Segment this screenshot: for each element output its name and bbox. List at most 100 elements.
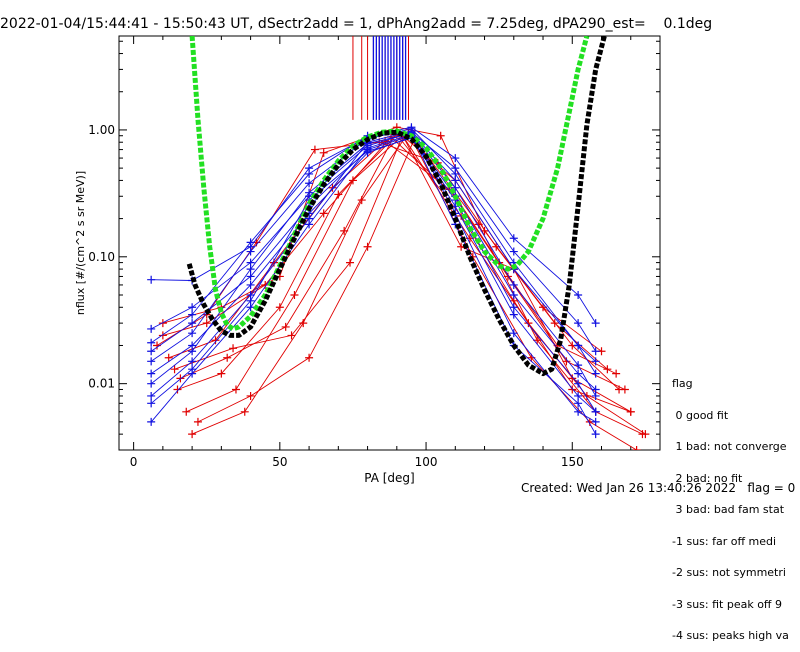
y-tick-label: 1.00 xyxy=(88,123,115,137)
blue-point xyxy=(591,369,600,378)
legend-item: -2 sus: not symmetri xyxy=(672,566,786,579)
red-point xyxy=(626,407,635,416)
red-profile-line xyxy=(162,136,617,375)
blue-point xyxy=(147,324,156,333)
red-point xyxy=(170,365,179,374)
red-point xyxy=(158,331,167,340)
red-point xyxy=(319,148,328,157)
blue-point xyxy=(574,361,583,370)
x-tick-label: 100 xyxy=(415,455,438,469)
blue-point xyxy=(591,417,600,426)
x-tick-label: 50 xyxy=(272,455,287,469)
red-point xyxy=(246,391,255,400)
blue-point xyxy=(574,399,583,408)
blue-profile-line xyxy=(150,132,597,397)
red-point xyxy=(229,344,238,353)
legend-item: -3 sus: fit peak off 9 xyxy=(672,597,782,611)
blue-point xyxy=(188,310,197,319)
legend-title: flag xyxy=(672,377,693,390)
blue-point xyxy=(574,319,583,328)
blue-point xyxy=(574,341,583,350)
legend-item: -4 sus: peaks high va xyxy=(672,629,789,642)
blue-point xyxy=(509,303,518,312)
legend-item: 2 bad: no fit xyxy=(672,471,743,485)
blue-point xyxy=(188,319,197,328)
blue-point xyxy=(305,179,314,188)
blue-point xyxy=(574,369,583,378)
red-point xyxy=(231,385,240,394)
red-point xyxy=(217,369,226,378)
red-point xyxy=(182,407,191,416)
red-point xyxy=(436,131,445,140)
blue-point xyxy=(246,265,255,274)
blue-profile-line xyxy=(150,135,597,390)
red-point xyxy=(603,365,612,374)
red-point xyxy=(480,226,489,235)
red-point xyxy=(173,385,182,394)
red-point xyxy=(223,353,232,362)
blue-point xyxy=(509,247,518,256)
blue-point xyxy=(407,123,416,132)
red-point xyxy=(340,226,349,235)
red-point xyxy=(310,145,319,154)
y-tick-label: 0.01 xyxy=(88,377,115,391)
legend-item: 0 good fit xyxy=(672,408,729,422)
red-point xyxy=(305,353,314,362)
red-point xyxy=(275,303,284,312)
legend-item: -1 sus: far off medi xyxy=(672,534,777,548)
red-point xyxy=(568,374,577,383)
blue-point xyxy=(147,275,156,284)
red-point xyxy=(638,430,647,439)
blue-point xyxy=(246,296,255,305)
red-profile-line xyxy=(186,135,646,435)
blue-point xyxy=(574,290,583,299)
blue-point xyxy=(591,407,600,416)
blue-point xyxy=(509,234,518,243)
blue-point xyxy=(246,280,255,289)
blue-point xyxy=(591,391,600,400)
red-point xyxy=(319,209,328,218)
red-point xyxy=(211,336,220,345)
blue-point xyxy=(188,365,197,374)
blue-point xyxy=(305,220,314,229)
blue-point xyxy=(188,347,197,356)
blue-point xyxy=(246,272,255,281)
blue-point xyxy=(574,379,583,388)
blue-point xyxy=(188,357,197,366)
red-point xyxy=(615,385,624,394)
footer: Created: Wed Jan 26 13:40:26 2022 flag =… xyxy=(521,481,795,495)
blue-point xyxy=(509,290,518,299)
red-point xyxy=(281,322,290,331)
blue-point xyxy=(147,347,156,356)
x-tick-label: 150 xyxy=(561,455,584,469)
red-point xyxy=(290,290,299,299)
y-axis-label: nflux [#/(cm^2 s sr MeV)] xyxy=(74,171,87,315)
plot-frame xyxy=(118,35,661,451)
blue-point xyxy=(451,154,460,163)
plot-clip-group xyxy=(147,36,650,450)
chart-svg: 0 50 100 150 0.01 0.10 1.00 PA [deg] nflux [#/(c… xyxy=(74,35,661,485)
plot-area xyxy=(147,36,650,450)
blue-point xyxy=(188,303,197,312)
green_fit-curve xyxy=(189,36,590,332)
flag-legend: flag 0 good fit 1 bad: not converge 2 ba… xyxy=(672,358,789,652)
y-tick-label: 0.10 xyxy=(88,250,115,264)
red-point xyxy=(202,319,211,328)
blue-point xyxy=(147,338,156,347)
blue-point xyxy=(147,379,156,388)
blue-point xyxy=(509,280,518,289)
red-point xyxy=(164,353,173,362)
blue-point xyxy=(591,357,600,366)
red-point xyxy=(582,391,591,400)
red-point xyxy=(612,369,621,378)
axes: 0 50 100 150 0.01 0.10 1.00 PA [deg] nflux [#/(c… xyxy=(74,35,661,485)
blue-point xyxy=(305,164,314,173)
x-axis-label: PA [deg] xyxy=(364,471,414,485)
red-point xyxy=(240,407,249,416)
created-timestamp: Created: Wed Jan 26 13:40:26 2022 xyxy=(521,481,736,495)
blue-point xyxy=(591,347,600,356)
red-point xyxy=(632,446,641,450)
red-point xyxy=(188,430,197,439)
blue-profile-line xyxy=(150,132,597,362)
red-point xyxy=(348,176,357,185)
